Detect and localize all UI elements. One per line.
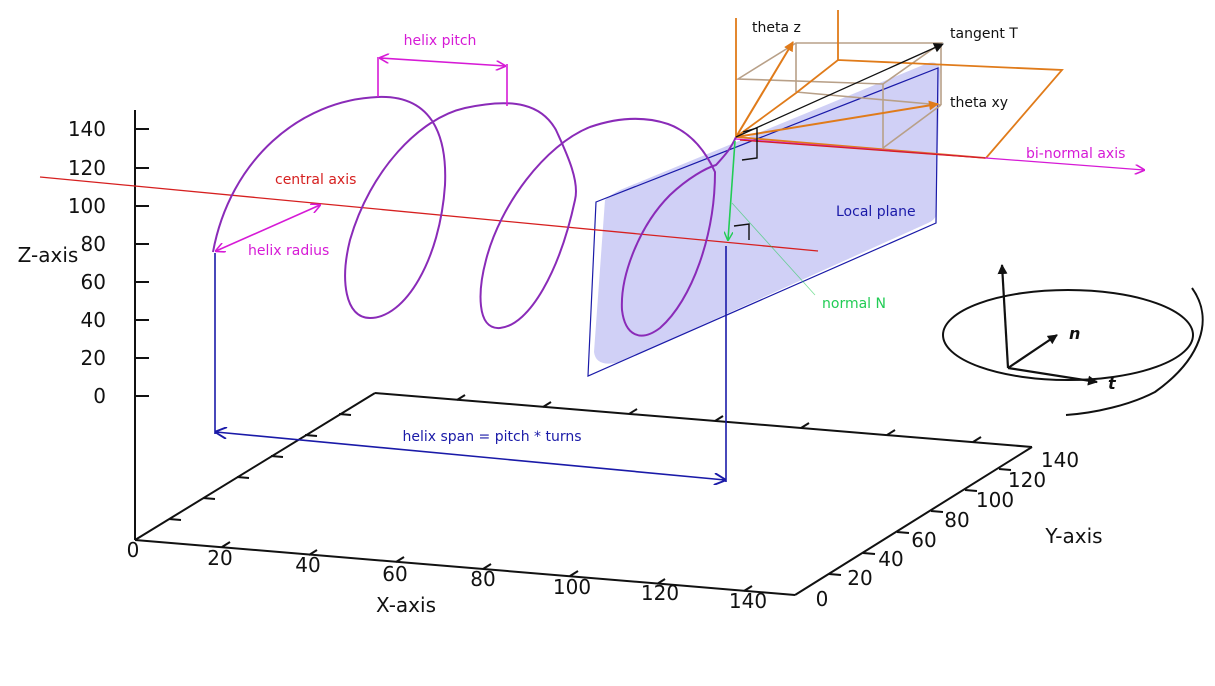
inset-t-arrow [1007, 366, 1098, 386]
back-edge [374, 392, 1033, 448]
y-axis-ticks [828, 468, 1012, 576]
z-tick-label: 20 [81, 346, 106, 370]
normal-leader-line [731, 202, 816, 296]
central-axis-label: central axis [275, 172, 356, 188]
theta-z-label: theta z [752, 20, 801, 36]
y-tick-label: 140 [1041, 448, 1079, 472]
tangent-t-arrow [735, 43, 944, 138]
tangent-construction [735, 10, 1144, 170]
x-tick-label: 40 [295, 553, 320, 577]
y-axis-line [794, 446, 1033, 596]
local-plane-label: Local plane [836, 204, 916, 220]
z-tick-label: 60 [81, 270, 106, 294]
z-tick-label: 120 [68, 156, 106, 180]
x-tick-labels: 0 20 40 60 80 100 120 140 [127, 538, 767, 613]
z-tick-label: 0 [93, 384, 106, 408]
theta-xy-arrow [735, 100, 939, 138]
inset-ellipse [942, 289, 1194, 381]
x-tick-label: 20 [207, 546, 232, 570]
y-tick-label: 20 [847, 566, 872, 590]
back-left-edge [134, 392, 376, 541]
normal-n-label: normal N [822, 296, 886, 312]
right-angle-marker-tangent [741, 127, 758, 161]
z-tick-label: 40 [81, 308, 106, 332]
z-tick-labels: 0 20 40 60 80 100 120 140 [68, 117, 106, 408]
helix-span-label: helix span = pitch * turns [402, 429, 581, 445]
helix-curve [212, 95, 737, 337]
y-axis-title: Y-axis [1044, 524, 1102, 548]
x-tick-label: 60 [382, 562, 407, 586]
y-tick-label: 100 [976, 488, 1014, 512]
z-axis-title: Z-axis [18, 243, 79, 267]
axes-frame [134, 110, 1033, 596]
x-tick-label: 120 [641, 581, 679, 605]
y-tick-label: 60 [911, 528, 936, 552]
helix-radius-arrow [216, 205, 320, 251]
z-tick-label: 140 [68, 117, 106, 141]
normal-n-arrow [728, 140, 736, 240]
y-tick-labels: 0 20 40 60 80 100 120 140 [816, 448, 1079, 611]
tangent-t-label: tangent T [950, 26, 1018, 42]
z-tick-label: 100 [68, 194, 106, 218]
helix-radius-label: helix radius [248, 243, 329, 259]
x-tick-label: 100 [553, 575, 591, 599]
x-back-ticks [456, 394, 982, 443]
helix-pitch-label: helix pitch [404, 33, 477, 49]
z-axis-ticks [135, 128, 149, 397]
inset-helix-arc [1065, 287, 1204, 416]
y-tick-label: 40 [878, 547, 903, 571]
central-axis-line [39, 176, 819, 252]
x-tick-label: 0 [127, 538, 140, 562]
inset-n-label: n [1069, 324, 1080, 343]
frenet-inset [942, 264, 1204, 416]
y-tick-label: 120 [1008, 468, 1046, 492]
y-left-ticks [168, 413, 352, 521]
local-plane-fill [594, 62, 941, 364]
helix-pitch-dimension [377, 57, 508, 106]
y-tick-label: 0 [816, 587, 829, 611]
x-axis-line [134, 539, 796, 596]
x-tick-label: 140 [729, 589, 767, 613]
inset-n-arrow [1007, 334, 1058, 369]
right-angle-marker-normal [733, 223, 750, 240]
z-tick-label: 80 [81, 232, 106, 256]
theta-z-arrow [735, 41, 794, 138]
x-axis-ticks [221, 541, 753, 592]
y-tick-label: 80 [944, 508, 969, 532]
x-axis-title: X-axis [376, 593, 436, 617]
inset-vertical-arrow [997, 264, 1010, 369]
binormal-axis-label: bi-normal axis [1026, 146, 1125, 162]
theta-xy-label: theta xy [950, 95, 1008, 111]
local-plane-outline [587, 67, 939, 377]
x-tick-label: 80 [470, 567, 495, 591]
inset-t-label: t [1108, 374, 1117, 393]
helix-span-dimension [214, 246, 727, 482]
